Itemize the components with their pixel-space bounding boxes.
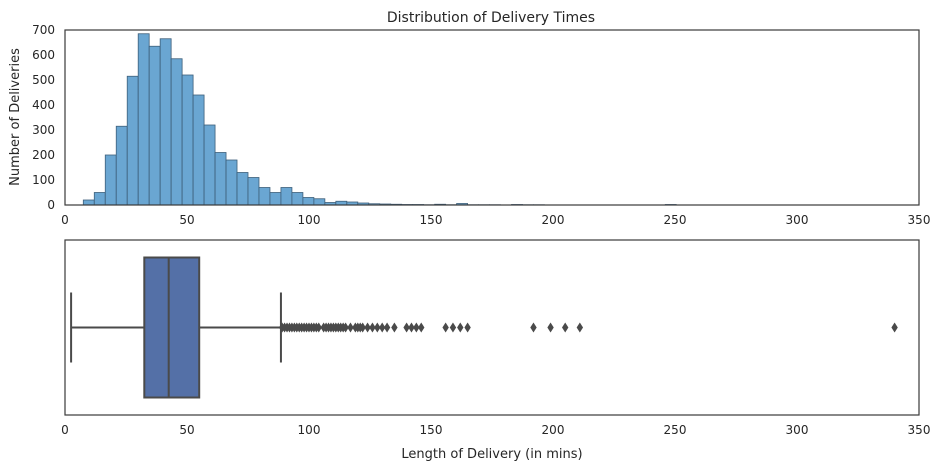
outlier-point bbox=[418, 322, 425, 333]
y-tick-label: 600 bbox=[32, 48, 55, 62]
outlier-point bbox=[562, 322, 569, 333]
x-axis-ticks-top: 0 50 100 150 200 250 300 350 bbox=[61, 213, 930, 227]
outlier-point bbox=[576, 322, 584, 333]
x-tick-label: 350 bbox=[908, 213, 931, 227]
histogram-bar bbox=[280, 187, 293, 206]
histogram-bars bbox=[82, 33, 677, 206]
x-tick-label: 100 bbox=[298, 213, 321, 227]
histogram-bar bbox=[203, 124, 216, 206]
x-tick-label: 0 bbox=[61, 423, 69, 437]
y-tick-label: 100 bbox=[32, 173, 55, 187]
histogram-bar bbox=[302, 197, 315, 206]
histogram-bar bbox=[258, 187, 271, 206]
x-tick-label: 150 bbox=[420, 423, 443, 437]
outlier-point bbox=[449, 322, 457, 333]
x-tick-label: 250 bbox=[664, 423, 687, 437]
histogram-bar bbox=[181, 74, 194, 206]
histogram-frame bbox=[64, 29, 920, 206]
histogram-bar bbox=[82, 199, 95, 206]
x-tick-label: 250 bbox=[664, 213, 687, 227]
y-tick-label: 200 bbox=[32, 148, 55, 162]
histogram-bar bbox=[291, 192, 304, 206]
outlier-point bbox=[403, 322, 410, 333]
x-tick-label: 300 bbox=[786, 423, 809, 437]
histogram-bar bbox=[137, 33, 150, 206]
histogram-bar bbox=[115, 125, 128, 206]
histogram-bar bbox=[269, 192, 282, 206]
x-axis-label: Length of Delivery (in mins) bbox=[401, 447, 582, 462]
x-tick-label: 200 bbox=[542, 423, 565, 437]
outlier-point bbox=[347, 322, 354, 333]
outlier-point bbox=[530, 322, 537, 333]
histogram-bar bbox=[247, 177, 260, 206]
outlier-point bbox=[547, 322, 554, 333]
x-tick-label: 350 bbox=[908, 423, 931, 437]
outlier-point bbox=[364, 322, 371, 333]
y-axis-label: Number of Deliveries bbox=[8, 48, 23, 186]
outlier-point bbox=[413, 322, 420, 333]
y-tick-label: 500 bbox=[32, 73, 55, 87]
histogram-bar bbox=[214, 152, 227, 206]
outlier-point bbox=[379, 322, 386, 333]
outlier-point bbox=[457, 322, 464, 333]
histogram-bar bbox=[104, 154, 117, 206]
outlier-point bbox=[374, 322, 381, 333]
histogram-bar bbox=[159, 38, 172, 206]
chart-title: Distribution of Delivery Times bbox=[387, 10, 595, 26]
y-tick-label: 0 bbox=[47, 198, 55, 212]
outlier-point bbox=[464, 322, 471, 333]
histogram-bar bbox=[93, 192, 106, 206]
outlier-point bbox=[891, 322, 898, 333]
y-tick-label: 700 bbox=[32, 23, 55, 37]
outlier-point bbox=[315, 322, 322, 333]
histogram-bar bbox=[170, 58, 183, 206]
x-tick-label: 150 bbox=[420, 213, 443, 227]
histogram-bar bbox=[313, 198, 326, 206]
outlier-point bbox=[442, 322, 449, 333]
iqr-box bbox=[143, 256, 201, 399]
y-tick-label: 400 bbox=[32, 98, 55, 112]
histogram-subplot: Distribution of Delivery Times Number of… bbox=[8, 10, 930, 227]
x-tick-label: 100 bbox=[298, 423, 321, 437]
x-tick-label: 200 bbox=[542, 213, 565, 227]
boxplot-frame bbox=[64, 239, 920, 416]
outlier-point bbox=[383, 322, 391, 333]
x-axis-ticks-bottom: 0 50 100 150 200 250 300 350 bbox=[61, 423, 930, 437]
boxplot bbox=[70, 256, 898, 399]
x-tick-label: 300 bbox=[786, 213, 809, 227]
outlier-point bbox=[369, 322, 376, 333]
y-tick-label: 300 bbox=[32, 123, 55, 137]
y-axis-ticks: 0 100 200 300 400 500 600 700 bbox=[32, 23, 55, 212]
histogram-bar bbox=[225, 159, 238, 206]
histogram-bar bbox=[192, 94, 205, 206]
histogram-bar bbox=[126, 75, 139, 206]
x-tick-label: 0 bbox=[61, 213, 69, 227]
outlier-point bbox=[342, 322, 349, 333]
outlier-point bbox=[408, 322, 415, 333]
x-tick-label: 50 bbox=[179, 423, 194, 437]
boxplot-subplot: 0 50 100 150 200 250 300 350 Length of Delivery… bbox=[61, 239, 930, 462]
outlier-point bbox=[391, 322, 398, 333]
outlier-point bbox=[359, 322, 366, 333]
histogram-bar bbox=[236, 172, 249, 206]
x-tick-label: 50 bbox=[179, 213, 194, 227]
histogram-bar bbox=[148, 45, 161, 206]
